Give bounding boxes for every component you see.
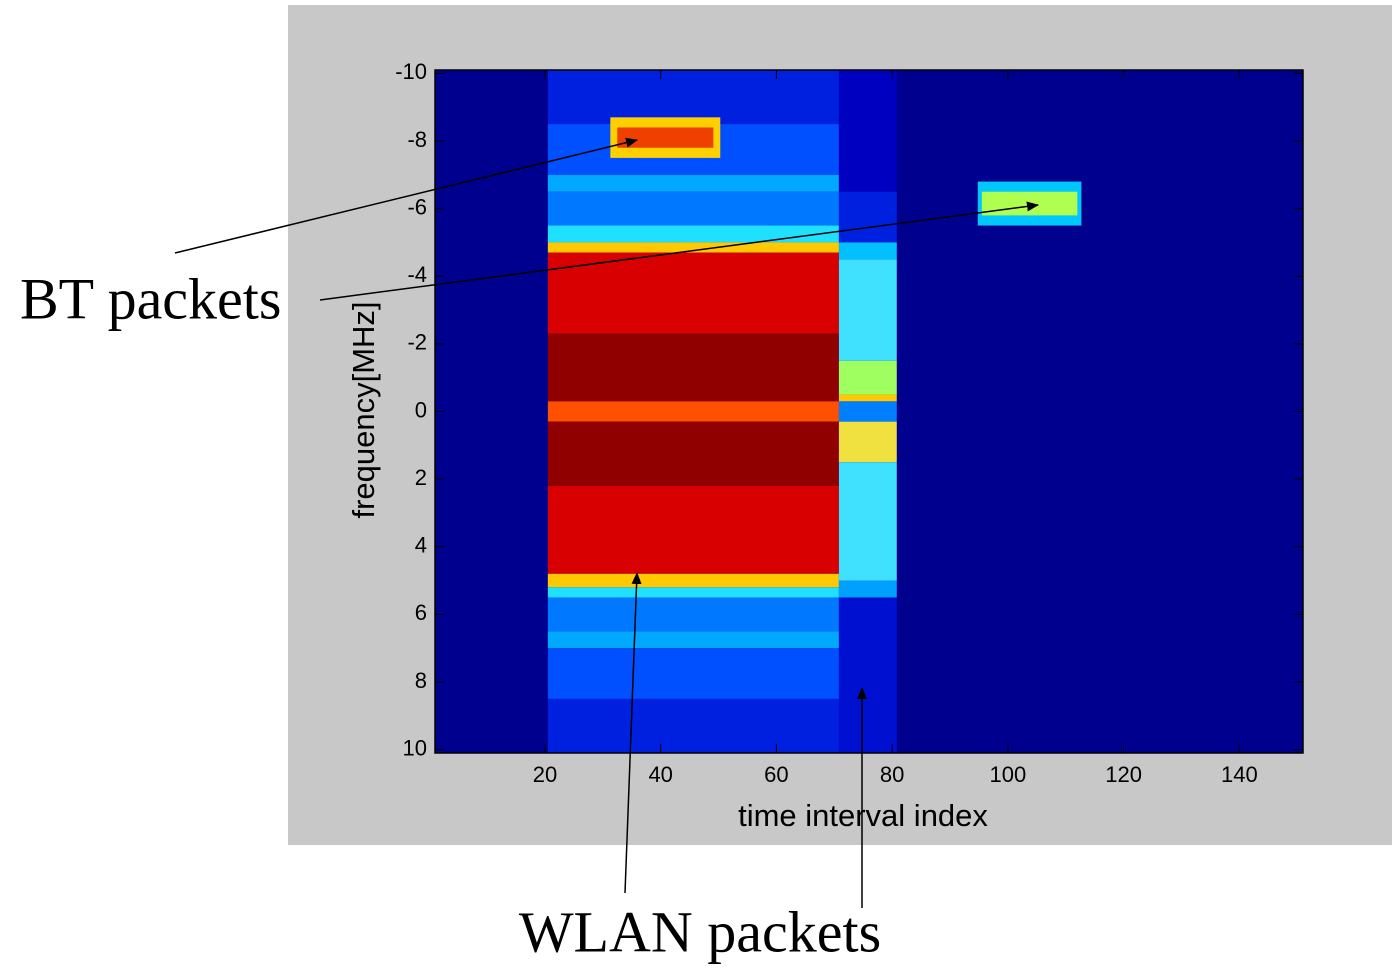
x-tick-label: 120 [1105, 762, 1142, 787]
arrow [624, 572, 642, 894]
heat-region [547, 252, 839, 334]
arrow [319, 201, 1039, 301]
heat-region [838, 597, 897, 753]
heat-region [547, 485, 839, 574]
x-tick-label: 60 [764, 762, 788, 787]
heat-region [838, 580, 897, 598]
y-tick-label: 10 [403, 735, 427, 760]
heat-region [547, 225, 839, 243]
y-tick-label: -4 [407, 262, 427, 287]
x-tick-label: 20 [533, 762, 557, 787]
x-tick-label: 140 [1221, 762, 1258, 787]
heat-region [838, 394, 897, 402]
arrows [174, 137, 1039, 908]
heat-region [547, 648, 839, 699]
heat-region [617, 127, 714, 148]
heat-region [547, 174, 839, 192]
heat-region [547, 421, 839, 486]
y-tick-label: -10 [395, 59, 427, 84]
heat-region [547, 597, 839, 632]
heat-region [981, 191, 1078, 216]
y-tick-label: -8 [407, 127, 427, 152]
heat-region [547, 698, 839, 753]
x-tick-label: 80 [880, 762, 904, 787]
heat-region [547, 242, 839, 253]
y-tick-label: 2 [415, 465, 427, 490]
y-tick-label: 0 [415, 397, 427, 422]
heat-region [547, 70, 839, 125]
annotation: WLAN packets [519, 899, 881, 964]
heat-region [838, 360, 897, 395]
x-axis-label: time interval index [738, 798, 988, 833]
heat-region [838, 242, 897, 260]
heat-region [838, 259, 897, 361]
x-tick-label: 40 [648, 762, 672, 787]
heat-region [838, 462, 897, 581]
heat-region [838, 191, 897, 243]
heat-region [547, 333, 839, 402]
y-tick-label: 6 [415, 600, 427, 625]
arrow [174, 137, 638, 254]
y-tick-label: -6 [407, 194, 427, 219]
heat-region [547, 573, 839, 588]
heat-region [838, 401, 897, 422]
plot: 20 40 60 80 100 120 140 -10 -8 -6 -4 -2 0 2 4 6 8 10 [395, 59, 1304, 787]
heat-region [838, 70, 897, 192]
heat-region [838, 421, 897, 463]
heat-region [547, 191, 839, 226]
y-tick-label: 8 [415, 668, 427, 693]
y-tick-label: 4 [415, 533, 427, 558]
heat-region [547, 631, 839, 649]
y-axis-label: frequency[MHz] [346, 301, 381, 518]
annotation: BT packets [20, 266, 281, 331]
heat-region [547, 401, 839, 422]
heat-region [547, 587, 839, 598]
x-tick-label: 100 [990, 762, 1027, 787]
y-tick-label: -2 [407, 330, 427, 355]
